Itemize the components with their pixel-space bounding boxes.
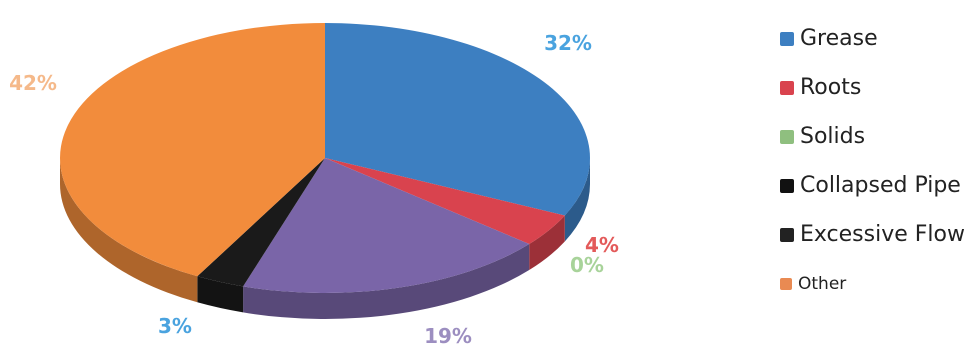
chart-legend: Grease Roots Solids Collapsed Pipe Exces… bbox=[780, 14, 980, 308]
data-label-excessive-flow: 3% bbox=[158, 314, 192, 338]
legend-swatch-excessive-flow bbox=[780, 227, 794, 242]
data-label-roots: 4% bbox=[585, 233, 619, 257]
legend-label-excessive-flow: Excessive Flow bbox=[800, 222, 965, 247]
legend-swatch-roots bbox=[780, 80, 794, 95]
legend-swatch-other bbox=[780, 277, 792, 290]
pie-slice-roots bbox=[325, 158, 565, 245]
pie-side-roots bbox=[529, 215, 565, 271]
legend-label-grease: Grease bbox=[800, 26, 878, 51]
data-label-other: 42% bbox=[9, 71, 57, 95]
legend-item-collapsed-pipe: Collapsed Pipe bbox=[780, 161, 980, 210]
legend-item-other: Other bbox=[780, 259, 980, 308]
pie-side-collapsed-pipe bbox=[243, 244, 530, 320]
legend-item-grease: Grease bbox=[780, 14, 980, 63]
pie-side-other bbox=[60, 158, 198, 303]
pie-chart: 32% 4%0% 19% 3% 42% bbox=[9, 23, 619, 348]
legend-item-roots: Roots bbox=[780, 63, 980, 112]
legend-item-solids: Solids bbox=[780, 112, 980, 161]
pie-slices bbox=[60, 23, 591, 320]
pie-slice-other bbox=[60, 23, 325, 277]
pie-side-grease bbox=[564, 158, 590, 242]
pie-data-labels: 32% 4%0% 19% 3% 42% bbox=[9, 31, 619, 348]
pie-slice-excessive-flow bbox=[197, 158, 325, 287]
legend-swatch-collapsed-pipe bbox=[780, 178, 794, 193]
data-label-collapsed-pipe: 19% bbox=[424, 324, 472, 348]
legend-swatch-solids bbox=[780, 129, 794, 144]
legend-label-solids: Solids bbox=[800, 124, 866, 149]
legend-label-collapsed-pipe: Collapsed Pipe bbox=[800, 173, 961, 198]
legend-label-other: Other bbox=[798, 273, 847, 294]
pie-side-excessive-flow bbox=[197, 276, 244, 313]
legend-swatch-grease bbox=[780, 31, 794, 46]
data-label-solids: 0% bbox=[570, 253, 604, 277]
legend-label-roots: Roots bbox=[800, 75, 862, 100]
data-label-grease: 32% bbox=[544, 31, 592, 55]
legend-item-excessive-flow: Excessive Flow bbox=[780, 210, 980, 259]
pie-slice-collapsed-pipe bbox=[243, 158, 530, 294]
pie-slice-grease bbox=[325, 23, 591, 216]
